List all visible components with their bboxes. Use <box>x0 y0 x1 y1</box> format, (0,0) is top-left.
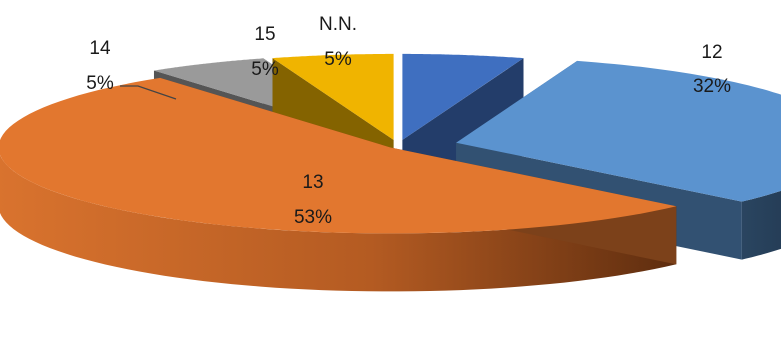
label-slice-nn-pct: 5% <box>324 49 352 70</box>
slice-15-top <box>272 53 394 140</box>
slice-13-top <box>0 77 677 234</box>
label-slice-12-pct: 32% <box>693 76 731 97</box>
label-slice-14-name: 14 <box>89 38 111 59</box>
label-slice-13-pct: 53% <box>294 207 332 228</box>
slice-12-side <box>741 190 781 260</box>
slice-13 <box>0 77 677 292</box>
label-slice-15-name: 15 <box>254 24 275 45</box>
label-slice-13-name: 13 <box>302 172 323 193</box>
label-slice-nn-name: N.N. <box>319 14 357 35</box>
slice-nn-top <box>402 53 524 140</box>
leader-line-slice-14 <box>120 85 177 100</box>
slice-12-top <box>456 60 781 202</box>
label-slice-15-pct: 5% <box>251 59 279 80</box>
slice-13-side <box>0 154 677 292</box>
label-slice-14-pct: 5% <box>86 73 114 94</box>
label-slice-12-name: 12 <box>701 42 722 63</box>
